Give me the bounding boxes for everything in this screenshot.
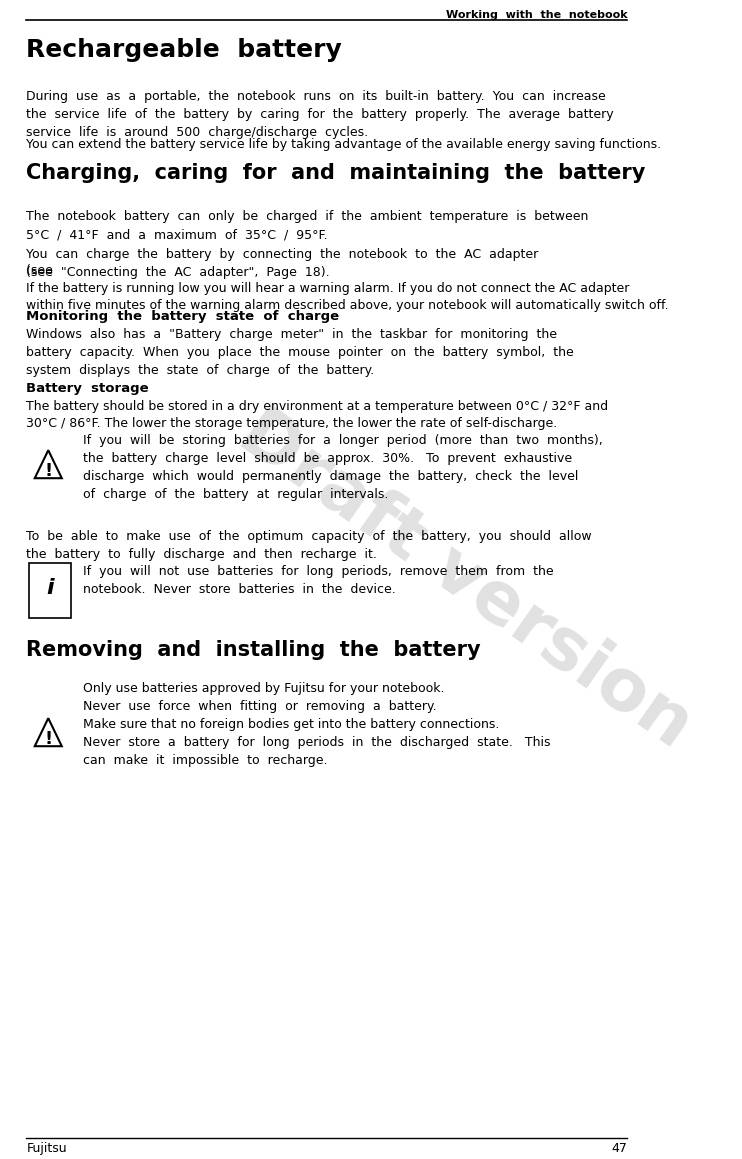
Text: Draft version: Draft version [226,398,705,763]
Text: Never  use  force  when  fitting  or  removing  a  battery.: Never use force when fitting or removing… [83,700,437,713]
Text: i: i [46,577,54,598]
Text: !: ! [45,462,53,480]
Text: Battery  storage: Battery storage [26,382,149,395]
Text: If the battery is running low you will hear a warning alarm. If you do not conne: If the battery is running low you will h… [26,282,669,312]
Text: !: ! [45,730,53,748]
Text: Make sure that no foreign bodies get into the battery connections.: Make sure that no foreign bodies get int… [83,717,500,731]
Text: Charging,  caring  for  and  maintaining  the  battery: Charging, caring for and maintaining the… [26,163,646,183]
Text: 47: 47 [611,1142,628,1156]
Text: Never  store  a  battery  for  long  periods  in  the  discharged  state.   This: Never store a battery for long periods i… [83,736,551,767]
Text: To  be  able  to  make  use  of  the  optimum  capacity  of  the  battery,  you : To be able to make use of the optimum ca… [26,530,592,561]
Text: Only use batteries approved by Fujitsu for your notebook.: Only use batteries approved by Fujitsu f… [83,681,445,695]
Text: During  use  as  a  portable,  the  notebook  runs  on  its  built-in  battery. : During use as a portable, the notebook r… [26,90,614,139]
Text: Removing  and  installing  the  battery: Removing and installing the battery [26,640,481,659]
Text: Working  with  the  notebook: Working with the notebook [446,10,628,20]
Text: If  you  will  be  storing  batteries  for  a  longer  period  (more  than  two : If you will be storing batteries for a l… [83,433,603,501]
Text: The  notebook  battery  can  only  be  charged  if  the  ambient  temperature  i: The notebook battery can only be charged… [26,210,588,241]
Text: Fujitsu: Fujitsu [26,1142,67,1156]
Text: Monitoring  the  battery  state  of  charge: Monitoring the battery state of charge [26,309,339,323]
Text: You  can  charge  the  battery  by  connecting  the  notebook  to  the  AC  adap: You can charge the battery by connecting… [26,248,539,279]
Text: The battery should be stored in a dry environment at a temperature between 0°C /: The battery should be stored in a dry en… [26,400,608,430]
Text: You can extend the battery service life by taking advantage of the available ene: You can extend the battery service life … [26,138,661,151]
Text: Rechargeable  battery: Rechargeable battery [26,38,342,61]
Text: (see: (see [26,264,57,277]
Text: If  you  will  not  use  batteries  for  long  periods,  remove  them  from  the: If you will not use batteries for long p… [83,564,554,596]
Text: Windows  also  has  a  "Battery  charge  meter"  in  the  taskbar  for  monitori: Windows also has a "Battery charge meter… [26,328,574,377]
